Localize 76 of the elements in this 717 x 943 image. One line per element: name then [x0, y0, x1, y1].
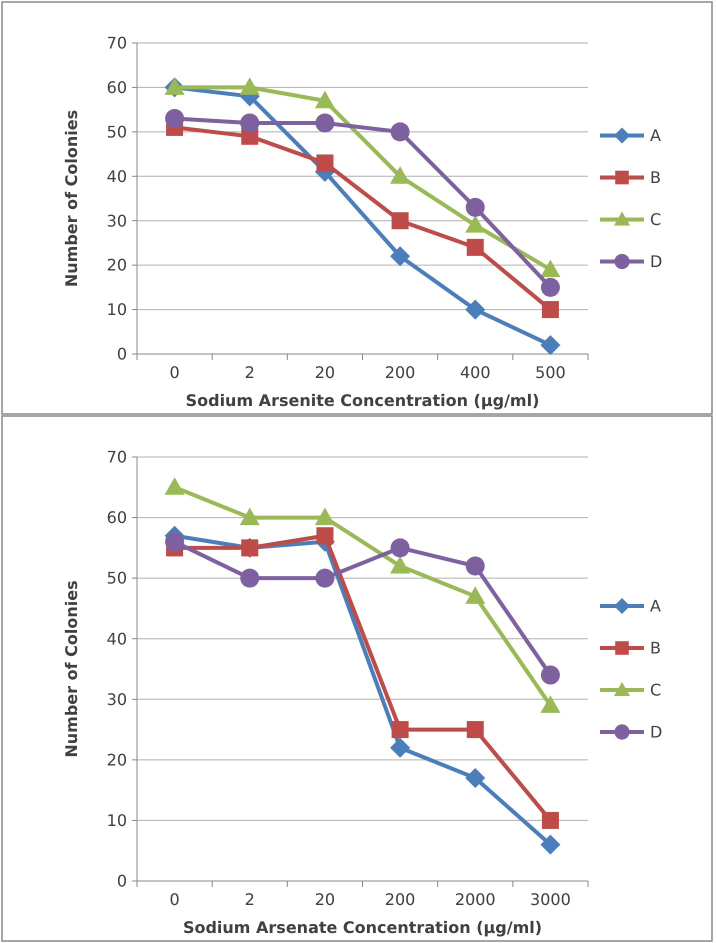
point: [542, 812, 559, 829]
point: [165, 532, 184, 552]
y-tick-label: 60: [106, 78, 127, 98]
legend-label: C: [650, 680, 662, 700]
y-axis-title: Number of Colonies: [62, 580, 81, 758]
point: [390, 122, 410, 142]
x-tick-label: 200: [384, 363, 416, 382]
y-tick-label: 0: [116, 872, 127, 891]
x-tick-label: 2: [244, 890, 255, 909]
x-tick-label: 3000: [530, 890, 571, 909]
point: [316, 154, 334, 172]
point: [542, 301, 559, 318]
legend-label: D: [650, 722, 662, 742]
point: [314, 508, 335, 526]
x-tick-label: 400: [460, 363, 491, 382]
point: [164, 477, 185, 495]
point: [466, 556, 485, 576]
point: [390, 556, 410, 574]
point: [466, 198, 485, 217]
point: [316, 527, 334, 544]
point: [390, 246, 410, 266]
x-tick-label: 200: [384, 890, 416, 909]
x-tick-label: 2: [244, 363, 255, 382]
point: [392, 721, 409, 738]
x-tick-label: 0: [169, 890, 180, 909]
point: [165, 109, 184, 128]
legend-label: D: [650, 252, 662, 272]
y-tick-label: 30: [106, 211, 127, 230]
x-tick-label: 500: [535, 363, 566, 382]
point: [314, 90, 335, 108]
y-tick-label: 40: [106, 629, 127, 648]
y-tick-label: 10: [106, 811, 127, 830]
point: [465, 768, 486, 788]
point: [465, 300, 486, 320]
y-tick-label: 20: [106, 750, 127, 770]
point: [540, 335, 560, 356]
y-tick-label: 10: [106, 300, 127, 320]
legend-label: A: [650, 126, 661, 146]
y-tick-label: 0: [116, 344, 127, 364]
point: [465, 215, 486, 233]
x-tick-label: 20: [314, 890, 336, 909]
x-axis-title: Sodium Arsenate Concentration (µg/ml): [182, 918, 542, 937]
legend-label: B: [650, 168, 661, 188]
x-tick-label: 20: [314, 363, 336, 382]
y-tick-label: 70: [106, 448, 127, 467]
x-axis-title: Sodium Arsenite Concentration (µg/ml): [186, 391, 540, 410]
point: [540, 260, 560, 278]
y-tick-label: 60: [106, 508, 127, 528]
legend-label: A: [650, 596, 661, 616]
x-tick-label: 0: [169, 363, 180, 382]
x-tick-label: 2000: [454, 890, 496, 909]
point: [240, 77, 260, 95]
point: [540, 666, 560, 685]
y-axis-title: Number of Colonies: [62, 110, 81, 288]
y-tick-label: 50: [106, 568, 127, 588]
point: [315, 113, 334, 132]
point: [315, 568, 334, 588]
point: [390, 538, 410, 558]
point: [240, 508, 260, 526]
point: [240, 113, 260, 132]
point: [390, 738, 410, 758]
y-tick-label: 20: [106, 256, 127, 275]
y-tick-label: 70: [106, 34, 127, 53]
legend-label: B: [650, 638, 661, 658]
point: [392, 212, 409, 230]
point: [540, 278, 560, 297]
point: [240, 568, 260, 588]
y-tick-label: 30: [106, 690, 127, 709]
point: [466, 721, 484, 738]
legend-label: C: [650, 210, 662, 230]
point: [465, 586, 486, 604]
y-tick-label: 40: [106, 166, 127, 186]
point: [466, 238, 484, 256]
point: [540, 834, 560, 855]
point: [540, 695, 560, 713]
y-tick-label: 50: [106, 122, 127, 142]
